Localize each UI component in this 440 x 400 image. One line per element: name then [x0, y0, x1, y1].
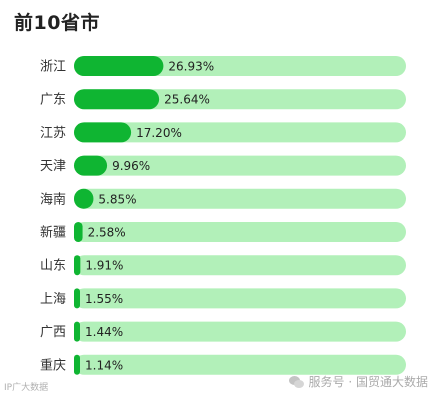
category-label: 上海 [40, 292, 66, 307]
data-label: 26.93% [168, 60, 214, 74]
bar-track [74, 354, 406, 375]
bar-track [74, 321, 406, 342]
bar [74, 188, 94, 209]
watermark-left: IP广大数据 [4, 383, 49, 393]
data-label: 1.91% [85, 259, 123, 273]
data-label: 2.58% [88, 226, 126, 240]
data-label: 25.64% [164, 93, 210, 107]
bar-track [74, 255, 406, 276]
chart-title: 前10省市 [14, 12, 100, 34]
data-label: 1.44% [85, 325, 123, 339]
category-label: 广东 [40, 93, 66, 108]
bar-track [74, 122, 406, 143]
category-label: 江苏 [40, 125, 66, 141]
watermark-right: 服务号 · 国贸通大数据 [288, 373, 428, 390]
bar [74, 122, 132, 143]
data-label: 5.85% [98, 192, 136, 206]
bar [74, 354, 80, 375]
bar [74, 222, 83, 242]
bar-track [74, 222, 406, 242]
wechat-icon [288, 375, 305, 389]
bar [74, 255, 81, 276]
category-label: 新疆 [40, 225, 66, 241]
category-label: 广西 [40, 325, 66, 340]
bar-track [74, 155, 406, 176]
data-label: 1.14% [85, 358, 123, 372]
bar [74, 56, 164, 76]
bar-track [74, 188, 406, 209]
category-label: 山东 [40, 259, 66, 274]
bar [74, 155, 108, 176]
watermark-right-text: 服务号 · 国贸通大数据 [308, 375, 428, 389]
category-label: 重庆 [40, 357, 66, 373]
category-label: 天津 [40, 159, 66, 174]
bar-track [74, 288, 406, 309]
data-label: 9.96% [112, 159, 150, 173]
data-label: 1.55% [85, 292, 123, 306]
bar [74, 321, 80, 342]
bar [74, 288, 80, 309]
bar [74, 89, 160, 110]
category-label: 浙江 [40, 60, 66, 75]
category-label: 海南 [40, 191, 66, 207]
data-label: 17.20% [136, 126, 182, 140]
